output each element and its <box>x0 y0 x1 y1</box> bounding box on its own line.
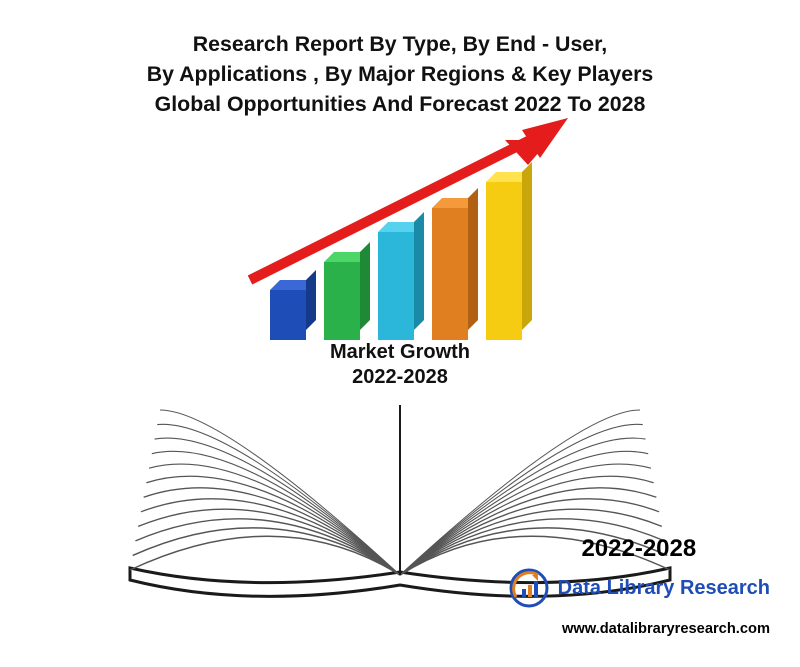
bar-series <box>270 182 522 340</box>
growth-bar-chart <box>250 160 550 340</box>
footer-url: www.datalibraryresearch.com <box>508 621 770 637</box>
footer-brand: Data Library Research <box>508 567 770 609</box>
bar-4 <box>432 208 468 340</box>
header-line-3: Global Opportunities And Forecast 2022 T… <box>0 90 800 120</box>
brand-logo-icon <box>508 567 550 609</box>
bar-3 <box>378 232 414 340</box>
report-header: Research Report By Type, By End - User, … <box>0 30 800 120</box>
header-line-1: Research Report By Type, By End - User, <box>0 30 800 60</box>
footer-years: 2022-2028 <box>508 535 770 563</box>
infographic-stage: Research Report By Type, By End - User, … <box>0 0 800 667</box>
footer: 2022-2028 Data Library Research www.data… <box>508 535 770 637</box>
header-line-2: By Applications , By Major Regions & Key… <box>0 60 800 90</box>
market-growth-line-1: Market Growth <box>0 340 800 365</box>
bar-2 <box>324 262 360 340</box>
bar-1 <box>270 290 306 340</box>
brand-name: Data Library Research <box>558 577 770 600</box>
bar-5 <box>486 182 522 340</box>
